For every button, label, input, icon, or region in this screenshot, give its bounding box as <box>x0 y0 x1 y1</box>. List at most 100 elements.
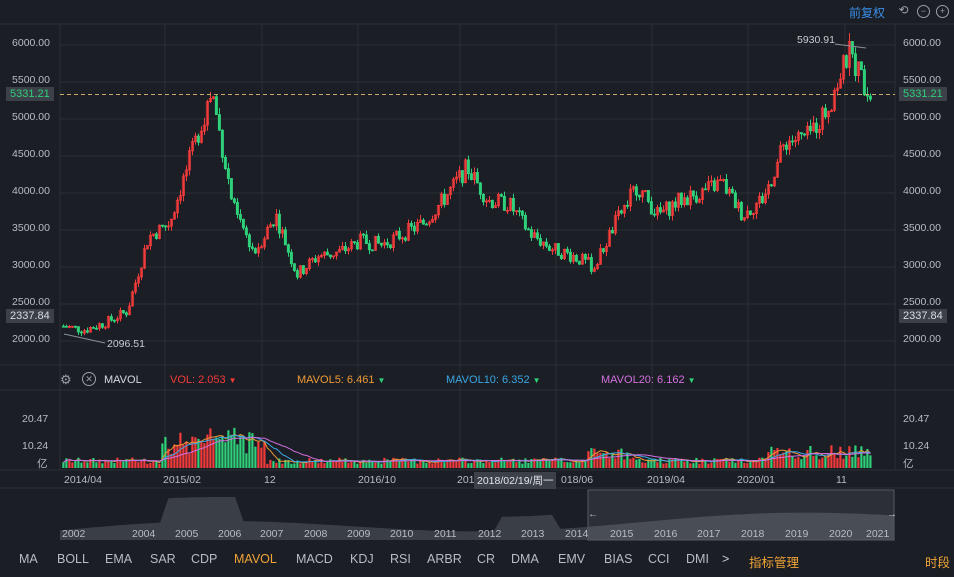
close-indicator-icon[interactable]: ✕ <box>82 372 96 386</box>
volume-bar <box>101 463 104 468</box>
volume-bar <box>269 459 272 468</box>
more-tabs-icon[interactable]: > <box>722 552 730 566</box>
candle-body <box>226 168 230 179</box>
mavol5-value-text: MAVOL5: 6.461 <box>297 374 375 386</box>
volume-bar <box>404 458 407 468</box>
candle-body <box>757 195 761 204</box>
candle-body <box>301 265 305 274</box>
candle-body <box>745 210 749 219</box>
reset-icon[interactable]: ⟲ <box>898 3 909 17</box>
volume-bar <box>665 463 668 468</box>
volume-bar <box>506 461 509 468</box>
volume-bar <box>659 457 662 468</box>
volume-bar <box>140 459 143 468</box>
tab-macd[interactable]: MACD <box>296 552 333 566</box>
indicator-name[interactable]: MAVOL <box>104 374 142 386</box>
volume-bar <box>785 450 788 468</box>
mavol10-value[interactable]: MAVOL10: 6.352 ▼ <box>446 374 541 386</box>
candle-body <box>112 319 116 322</box>
candle-body <box>388 244 392 249</box>
candle-body <box>88 327 92 333</box>
candle-body <box>64 325 68 328</box>
navigator-right-handle-icon[interactable]: → <box>887 509 897 520</box>
candle-body <box>319 254 323 258</box>
navigator-year-label: 2010 <box>390 528 414 540</box>
volume-bar <box>131 457 134 468</box>
tab-emv[interactable]: EMV <box>558 552 586 566</box>
volume-bar <box>341 461 344 468</box>
volume-bar <box>530 458 533 468</box>
price-tick-left: 3500.00 <box>12 222 50 234</box>
low-annotation-line <box>63 333 106 344</box>
volume-bar <box>329 459 332 468</box>
volume-bar <box>596 453 599 468</box>
price-tick-right: 2500.00 <box>903 296 941 308</box>
volume-bar <box>275 462 278 468</box>
candle-body <box>229 178 233 200</box>
volume-bar <box>116 457 119 468</box>
x-label: 018/06 <box>561 474 594 486</box>
tab-dma[interactable]: DMA <box>511 552 539 566</box>
tab-arbr[interactable]: ARBR <box>427 552 462 566</box>
mavol20-value[interactable]: MAVOL20: 6.162 ▼ <box>601 374 696 386</box>
zoom-in-icon[interactable]: + <box>936 5 949 18</box>
candle-body <box>550 249 554 252</box>
volume-bar <box>320 458 323 468</box>
volume-bar <box>683 461 686 468</box>
candle-body <box>109 316 113 321</box>
candle-body <box>406 223 410 241</box>
mavol5-dropdown-icon[interactable]: ▼ <box>377 376 386 385</box>
tab-ma[interactable]: MA <box>19 552 38 566</box>
tab-sar[interactable]: SAR <box>150 552 176 566</box>
volume-bar <box>182 445 185 468</box>
period-button[interactable]: 时段 <box>925 556 951 570</box>
mavol10-dropdown-icon[interactable]: ▼ <box>532 376 541 385</box>
tab-dmi[interactable]: DMI <box>686 552 709 566</box>
navigator-left-handle-icon[interactable]: ← <box>588 509 598 520</box>
volume-bar <box>803 455 806 468</box>
navigator-year-label: 2013 <box>521 528 545 540</box>
candle-body <box>358 233 362 250</box>
vol-value[interactable]: VOL: 2.053 ▼ <box>170 374 237 386</box>
indicator-manage-button[interactable]: 指标管理 <box>749 556 800 570</box>
candle-body <box>784 144 788 150</box>
candle-body <box>133 282 137 293</box>
tab-kdj[interactable]: KDJ <box>350 552 374 566</box>
volume-bar <box>401 457 404 468</box>
candle-body <box>613 215 617 234</box>
candle-body <box>679 192 683 205</box>
vol-dropdown-icon[interactable]: ▼ <box>228 376 237 385</box>
volume-bar <box>854 445 857 468</box>
volume-bar <box>152 460 155 468</box>
zoom-out-icon[interactable]: − <box>917 5 930 18</box>
volume-bar <box>680 460 683 468</box>
price-adjust-toggle[interactable]: 前复权 <box>849 6 886 20</box>
volume-bar <box>107 460 110 468</box>
volume-bar <box>623 459 626 468</box>
tab-bias[interactable]: BIAS <box>604 552 633 566</box>
mavol5-value[interactable]: MAVOL5: 6.461 ▼ <box>297 374 385 386</box>
tab-cdp[interactable]: CDP <box>191 552 218 566</box>
x-label: 2020/01 <box>737 474 775 486</box>
volume-bar <box>569 462 572 468</box>
candle-body <box>727 188 731 194</box>
candle-body <box>76 326 80 333</box>
tab-rsi[interactable]: RSI <box>390 552 411 566</box>
candle-body <box>106 316 110 328</box>
tab-mavol[interactable]: MAVOL <box>234 552 277 566</box>
volume-bar <box>806 450 809 468</box>
settings-icon[interactable]: ⚙ <box>60 372 72 387</box>
tab-ema[interactable]: EMA <box>105 552 133 566</box>
candle-body <box>127 305 131 316</box>
mavol20-dropdown-icon[interactable]: ▼ <box>687 376 696 385</box>
volume-bar <box>542 458 545 468</box>
tab-cci[interactable]: CCI <box>648 552 670 566</box>
candle-body <box>223 157 227 170</box>
tab-boll[interactable]: BOLL <box>57 552 89 566</box>
candle-body <box>103 326 107 329</box>
candle-body <box>829 109 833 113</box>
volume-bar <box>521 463 524 468</box>
volume-bar <box>737 460 740 468</box>
tab-cr[interactable]: CR <box>477 552 496 566</box>
